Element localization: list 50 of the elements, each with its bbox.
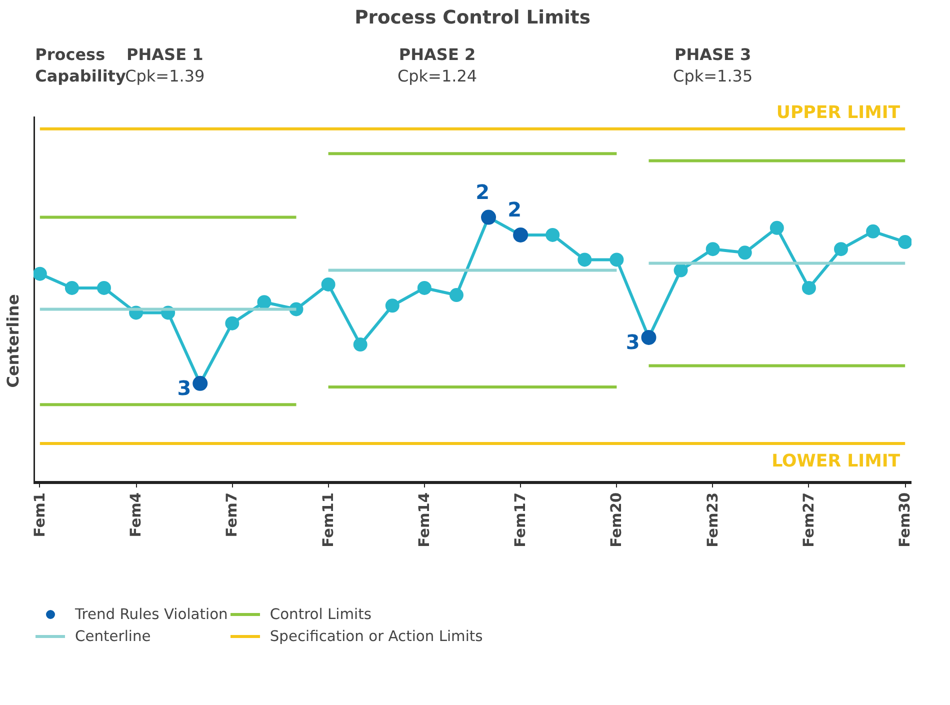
point xyxy=(353,338,368,352)
point xyxy=(34,266,47,281)
x-tick-label: Fem14 xyxy=(416,492,433,548)
point xyxy=(898,235,912,250)
point xyxy=(546,228,560,242)
point xyxy=(770,220,784,235)
x-tick-label: Fem27 xyxy=(800,492,818,548)
point xyxy=(738,246,752,260)
annotation: LOWER LIMIT xyxy=(772,452,900,472)
annotation: 3 xyxy=(177,376,192,400)
annotation: 3 xyxy=(626,330,640,354)
text: Cpk=1.39 xyxy=(125,66,205,86)
text: Cpk=1.24 xyxy=(397,66,478,86)
legend-label: Control Limits xyxy=(270,606,372,622)
y-axis-title: Centerline xyxy=(4,294,22,388)
text: PHASE 3 xyxy=(674,45,752,64)
x-tick-label: Fem11 xyxy=(320,492,337,548)
text: Cpk=1.35 xyxy=(673,66,753,86)
text: PHASE 1 xyxy=(126,45,204,64)
legend-label: Specification or Action Limits xyxy=(270,628,483,644)
point xyxy=(385,298,400,313)
text: UPPER LIMIT xyxy=(776,102,900,123)
x-tick-label: Fem4 xyxy=(128,492,145,538)
x-tick-label: Fem23 xyxy=(704,492,722,548)
point xyxy=(610,252,624,267)
point xyxy=(802,280,816,295)
point xyxy=(866,224,880,238)
point xyxy=(449,288,464,302)
point xyxy=(225,316,240,330)
point xyxy=(417,280,432,295)
legend-label: Trend Rules Violation xyxy=(75,606,228,622)
x-tick-label: Fem7 xyxy=(224,492,241,538)
point xyxy=(674,263,688,278)
point xyxy=(257,295,272,310)
text: PHASE 2 xyxy=(398,45,476,64)
x-tick-label: Fem20 xyxy=(608,492,626,548)
point xyxy=(706,242,720,256)
text: Process Capability xyxy=(35,45,126,86)
point xyxy=(578,252,592,267)
point xyxy=(64,280,79,295)
x-tick-label: Fem17 xyxy=(512,492,530,548)
point xyxy=(96,280,111,295)
point xyxy=(321,277,336,292)
chart-title: Process Control Limits xyxy=(354,8,590,28)
x-tick-label: Fem30 xyxy=(896,492,914,548)
annotation: 2 xyxy=(476,180,490,204)
legend-label: Centerline xyxy=(75,628,151,644)
x-tick-label: Fem1 xyxy=(31,492,48,538)
annotation: 2 xyxy=(508,197,522,222)
point xyxy=(834,242,848,256)
